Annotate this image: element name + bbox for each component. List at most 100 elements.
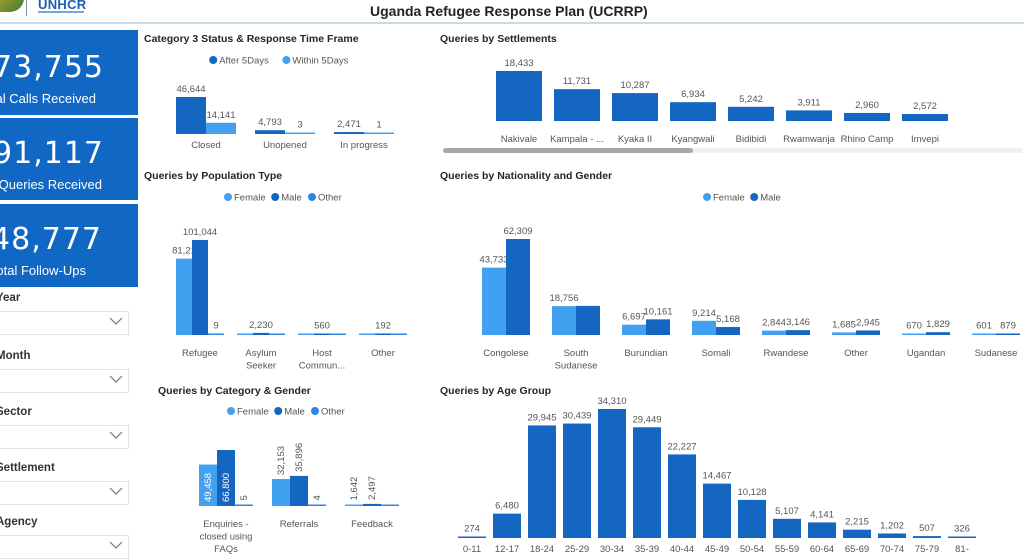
kpi-total-queries: 91,117 Total Queries Received: [0, 118, 138, 200]
data-label: 2,844: [762, 318, 786, 329]
bar-nationality[interactable]: [926, 332, 950, 335]
bar-settlements[interactable]: [496, 71, 542, 121]
bar-nationality[interactable]: [622, 324, 646, 335]
unhcr-logo-tagline: [38, 11, 84, 13]
bar-population[interactable]: [330, 333, 346, 336]
category-label: 45-49: [705, 544, 729, 555]
bar-settlements[interactable]: [554, 89, 600, 121]
data-label: 2,471: [337, 119, 361, 130]
bar-settlements[interactable]: [786, 110, 832, 121]
filter-dropdown-sector[interactable]: [0, 425, 129, 449]
category-label: 40-44: [670, 544, 694, 555]
kpi-value: 773,755: [0, 50, 104, 85]
filter-dropdown-year[interactable]: [0, 311, 129, 335]
settlements-scrollbar-thumb[interactable]: [443, 148, 693, 153]
bar-population[interactable]: [391, 333, 407, 336]
bar-age[interactable]: [563, 423, 591, 538]
bar-population[interactable]: [375, 333, 391, 336]
data-label: 2,572: [913, 101, 937, 112]
bar-age[interactable]: [668, 454, 696, 538]
category-label: Asylum Seeker: [245, 348, 276, 372]
bar-nationality[interactable]: [482, 267, 506, 335]
bar-settlements[interactable]: [728, 106, 774, 121]
legend-label: Female: [237, 407, 269, 418]
bar-category[interactable]: [272, 479, 290, 506]
bar-nationality[interactable]: [972, 333, 996, 336]
bar-nationality[interactable]: [576, 305, 600, 335]
bar-settlements[interactable]: [670, 102, 716, 121]
data-label: 9,214: [692, 308, 716, 319]
data-label: 2,230: [249, 320, 273, 331]
legend-label: Other: [318, 193, 342, 204]
bar-nationality[interactable]: [506, 239, 530, 335]
bar-population[interactable]: [208, 333, 224, 336]
bar-age[interactable]: [843, 529, 871, 538]
bar-nationality[interactable]: [996, 333, 1020, 336]
filter-dropdown-settlement[interactable]: [0, 481, 129, 505]
bar-category[interactable]: [199, 464, 217, 506]
bar-population[interactable]: [192, 240, 208, 335]
bar-nationality[interactable]: [646, 319, 670, 335]
settlements-scrollbar-track[interactable]: [443, 148, 1023, 153]
bar-status[interactable]: [334, 132, 364, 134]
bar-status[interactable]: [206, 122, 236, 134]
category-label: Closed: [191, 140, 221, 151]
bar-status[interactable]: [364, 132, 394, 135]
bar-age[interactable]: [598, 409, 626, 538]
bar-status[interactable]: [285, 132, 315, 135]
bar-population[interactable]: [269, 333, 285, 336]
bar-nationality[interactable]: [902, 333, 926, 336]
legend-marker: [308, 193, 316, 201]
category-label: Other: [844, 348, 868, 359]
legend-marker: [311, 407, 319, 415]
bar-population[interactable]: [314, 333, 330, 336]
category-label: Refugee: [182, 348, 218, 359]
bar-age[interactable]: [948, 536, 976, 539]
category-label: Sudanese: [975, 348, 1018, 359]
filter-dropdown-month[interactable]: [0, 369, 129, 393]
bar-category[interactable]: [363, 503, 381, 506]
bar-age[interactable]: [493, 513, 521, 538]
category-label: 18-24: [530, 544, 554, 555]
bar-category[interactable]: [308, 504, 326, 507]
bar-nationality[interactable]: [692, 320, 716, 335]
data-label: 3,146: [786, 317, 810, 328]
bar-population[interactable]: [253, 332, 269, 335]
category-label: 35-39: [635, 544, 659, 555]
bar-category[interactable]: [345, 504, 363, 507]
kpi-label: Total Follow-Ups: [0, 263, 86, 278]
bar-age[interactable]: [528, 425, 556, 538]
bar-population[interactable]: [237, 333, 253, 336]
bar-status[interactable]: [255, 130, 285, 134]
category-label: Ugandan: [907, 348, 946, 359]
bar-age[interactable]: [633, 427, 661, 538]
bar-age[interactable]: [808, 522, 836, 538]
data-label: 5,242: [739, 94, 763, 105]
bar-age[interactable]: [878, 533, 906, 538]
bar-nationality[interactable]: [716, 327, 740, 335]
bar-nationality[interactable]: [832, 332, 856, 335]
legend-marker: [209, 56, 218, 64]
bar-settlements[interactable]: [844, 112, 890, 121]
bar-category[interactable]: [217, 450, 235, 506]
bar-age[interactable]: [773, 518, 801, 538]
bar-nationality[interactable]: [552, 306, 576, 335]
chart-nationality: Female Male 43,733 62,309 Congolese 18,756 Sou…: [479, 193, 1020, 372]
bar-nationality[interactable]: [786, 330, 810, 335]
bar-population[interactable]: [359, 333, 375, 336]
bar-category[interactable]: [235, 504, 253, 507]
category-label: Host Commun...: [299, 348, 345, 372]
bar-age[interactable]: [913, 536, 941, 538]
bar-settlements[interactable]: [902, 114, 948, 121]
bar-nationality[interactable]: [762, 330, 786, 335]
bar-age[interactable]: [458, 536, 486, 539]
bar-category[interactable]: [381, 504, 399, 507]
bar-age[interactable]: [703, 483, 731, 538]
bar-nationality[interactable]: [856, 330, 880, 335]
bar-category[interactable]: [290, 475, 308, 506]
bar-settlements[interactable]: [612, 93, 658, 121]
bar-age[interactable]: [738, 499, 766, 538]
bar-population[interactable]: [298, 333, 314, 336]
bar-population[interactable]: [176, 258, 192, 335]
bar-status[interactable]: [176, 97, 206, 134]
